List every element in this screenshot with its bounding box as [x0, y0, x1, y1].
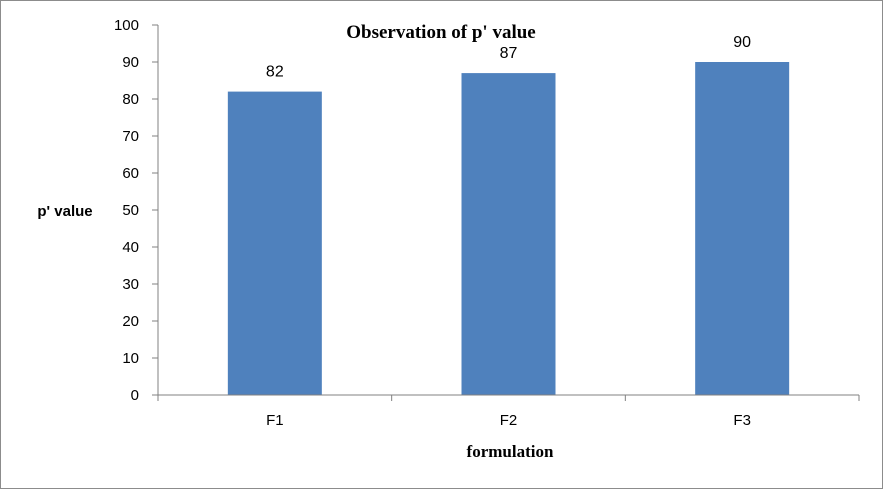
- y-axis-ticks: 0 10 20 30 40 50 60 70 80 90 100: [114, 17, 158, 404]
- bar-f1: [227, 91, 322, 395]
- y-tick-label: 10: [122, 350, 139, 367]
- axes: [157, 25, 859, 396]
- x-tick-label: F2: [500, 412, 518, 429]
- chart-title: Observation of p' value: [346, 22, 535, 43]
- y-tick-label: 60: [122, 165, 139, 182]
- bar-f3: [695, 62, 790, 395]
- x-axis-ticks: F1 F2 F3: [157, 395, 860, 429]
- y-tick-label: 80: [122, 91, 139, 108]
- bar-f2: [461, 73, 556, 395]
- y-tick-label: 100: [114, 17, 139, 34]
- y-axis-label: p' value: [37, 203, 92, 220]
- y-tick-label: 70: [122, 128, 139, 145]
- data-label-f2: 87: [500, 45, 518, 62]
- data-label-f3: 90: [733, 34, 751, 51]
- y-tick-label: 30: [122, 276, 139, 293]
- x-axis-label: formulation: [467, 442, 554, 461]
- y-tick-label: 90: [122, 54, 139, 71]
- y-tick-label: 40: [122, 239, 139, 256]
- data-labels: 82 87 90: [266, 34, 751, 81]
- x-tick-label: F3: [733, 412, 751, 429]
- x-tick-label: F1: [266, 412, 284, 429]
- y-tick-label: 20: [122, 313, 139, 330]
- data-label-f1: 82: [266, 64, 284, 81]
- y-tick-label: 0: [131, 387, 139, 404]
- y-tick-label: 50: [122, 202, 139, 219]
- bar-series: [227, 62, 790, 395]
